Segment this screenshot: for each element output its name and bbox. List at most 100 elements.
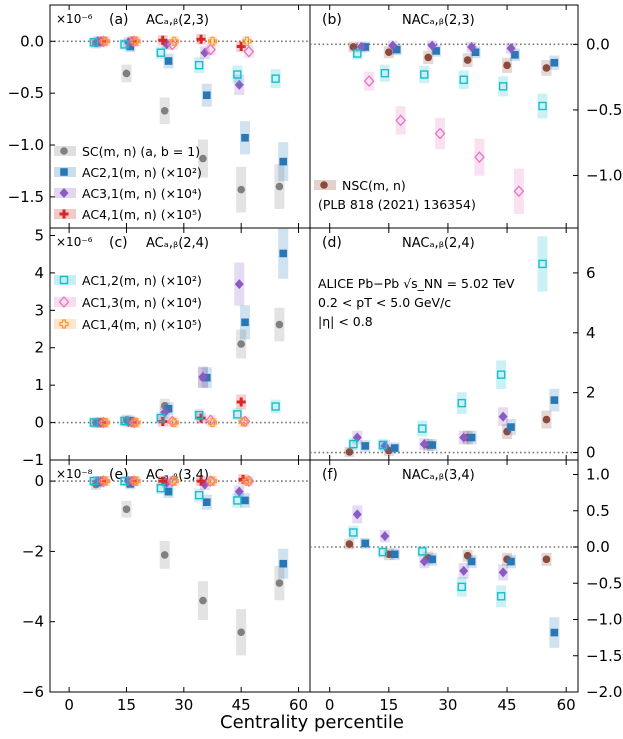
y-tick-label: −1.0: [586, 611, 622, 629]
error-band: [456, 577, 467, 597]
legend-entry: AC1,2(m, n) (×10²): [82, 273, 202, 288]
error-band: [88, 37, 99, 48]
error-band: [232, 493, 243, 508]
error-band: [194, 488, 205, 502]
error-band: [100, 417, 111, 428]
marker-ac12-0: [89, 418, 99, 427]
marker-ac12-5: [271, 402, 280, 411]
x-tick-label: 45: [232, 696, 251, 714]
legend-entry: AC4,1(m, n) (×10⁵): [82, 207, 202, 222]
marker-nsc-4: [503, 61, 511, 70]
marker-ac14-2: [169, 36, 179, 46]
error-band: [98, 476, 109, 487]
error-band: [513, 168, 524, 214]
marker-ac21-2: [164, 404, 173, 413]
series-ac31: [352, 407, 509, 452]
marker-nsc-3: [463, 56, 472, 64]
marker-sc-3: [199, 596, 207, 605]
marker-ac12-2: [418, 547, 427, 556]
marker-ac41-4: [236, 397, 246, 407]
marker-ac21-1: [390, 550, 399, 559]
experiment-note: 0.2 < pT < 5.0 GeV/c: [318, 295, 451, 310]
legend-swatch: [54, 275, 76, 285]
error-band: [537, 93, 548, 119]
marker-ac21-4: [241, 496, 249, 505]
marker-ac21-5: [550, 58, 559, 67]
y-tick-label: −1.0: [586, 167, 622, 185]
marker-ac31-3: [459, 432, 469, 443]
panel-title: NACₐ,ᵦ(2,3): [402, 13, 475, 28]
error-band: [129, 417, 140, 428]
marker-nsc-2: [424, 53, 433, 62]
x-tick-label: 30: [174, 696, 193, 714]
marker-ac13-1: [395, 114, 407, 127]
error-band: [131, 417, 142, 428]
marker-ac21-5: [550, 628, 559, 637]
marker-ac12-4: [233, 70, 242, 79]
panel-b: 0.0 −0.5 −1.0 (b) NACₐ,ᵦ(2,3) NSC(m, n) (PLB 8…: [309, 4, 622, 229]
marker-nsc-3: [463, 551, 472, 560]
marker-ac31-2: [162, 39, 172, 50]
y-tick-label: −6: [22, 683, 44, 701]
series-ac31: [356, 40, 516, 54]
marker-ac21-3: [202, 498, 211, 506]
marker-ac12-0: [353, 49, 362, 58]
error-band: [417, 420, 428, 437]
marker-ac12-0: [349, 528, 358, 537]
marker-ac12-5: [538, 259, 547, 269]
panel-label: (f): [322, 467, 338, 483]
panel-title: ACₐ,ᵦ(2,3): [146, 13, 209, 28]
error-band: [207, 476, 218, 487]
marker-ac14-3: [207, 417, 218, 428]
panel-f: 0 15 30 45 60 1.0 0.5 0.0 −0.5 −1.0 −1.5 −2.0 (f) NAC…: [309, 459, 622, 714]
y-tick-label: −2.0: [586, 683, 622, 701]
experiment-note: ALICE Pb−Pb √s_NN = 5.02 TeV: [318, 276, 515, 291]
scale-factor: ×10⁻⁸: [56, 467, 93, 481]
y-tick-label: 0: [34, 414, 44, 432]
panel-label: (e): [109, 467, 129, 483]
marker-ac14-3: [207, 476, 218, 486]
marker-ac12-4: [233, 410, 242, 419]
marker-ac31-4: [498, 411, 508, 422]
error-band: [241, 476, 252, 487]
legend-marker-ac13: [58, 296, 70, 308]
marker-nsc-5: [542, 64, 551, 72]
error-band: [155, 412, 166, 424]
panel-title: ACₐ,ᵦ(2,4): [146, 236, 209, 251]
y-tick-label: −1.5: [586, 647, 622, 665]
marker-nsc-0: [345, 540, 354, 548]
x-tick-label: 15: [379, 696, 398, 714]
marker-ac21-2: [432, 47, 440, 55]
marker-ac41-2: [158, 35, 168, 45]
reference-note: (PLB 818 (2021) 136354): [318, 197, 476, 212]
error-band: [348, 438, 359, 451]
error-band: [169, 417, 180, 428]
error-band: [364, 71, 375, 91]
marker-ac12-3: [457, 398, 466, 408]
marker-nsc-0: [349, 43, 358, 51]
marker-ac21-2: [428, 555, 436, 564]
y-tick-label: −1.0: [8, 136, 44, 154]
series-ac21: [94, 37, 289, 182]
marker-ac21-5: [279, 559, 288, 568]
y-tick-label: −4: [22, 613, 44, 631]
panel-label: (d): [322, 235, 342, 251]
error-band: [395, 106, 406, 135]
marker-ac14-4: [238, 417, 248, 427]
marker-ac12-4: [496, 592, 506, 601]
y-tick-label: −0.5: [586, 574, 622, 592]
error-band: [270, 399, 281, 414]
marker-ac12-3: [194, 60, 204, 70]
x-tick-label: 0: [64, 696, 74, 714]
legend-swatch: [54, 319, 76, 329]
y-tick-label: 4: [34, 264, 44, 282]
y-tick-label: 1: [34, 376, 44, 394]
marker-ac12-0: [89, 38, 99, 47]
error-band: [205, 43, 216, 56]
marker-sc-3: [199, 154, 207, 163]
error-band: [129, 476, 140, 487]
error-band: [205, 476, 216, 487]
panel-frame: [49, 459, 311, 693]
marker-ac21-3: [467, 557, 476, 566]
series-ac12: [348, 525, 507, 608]
